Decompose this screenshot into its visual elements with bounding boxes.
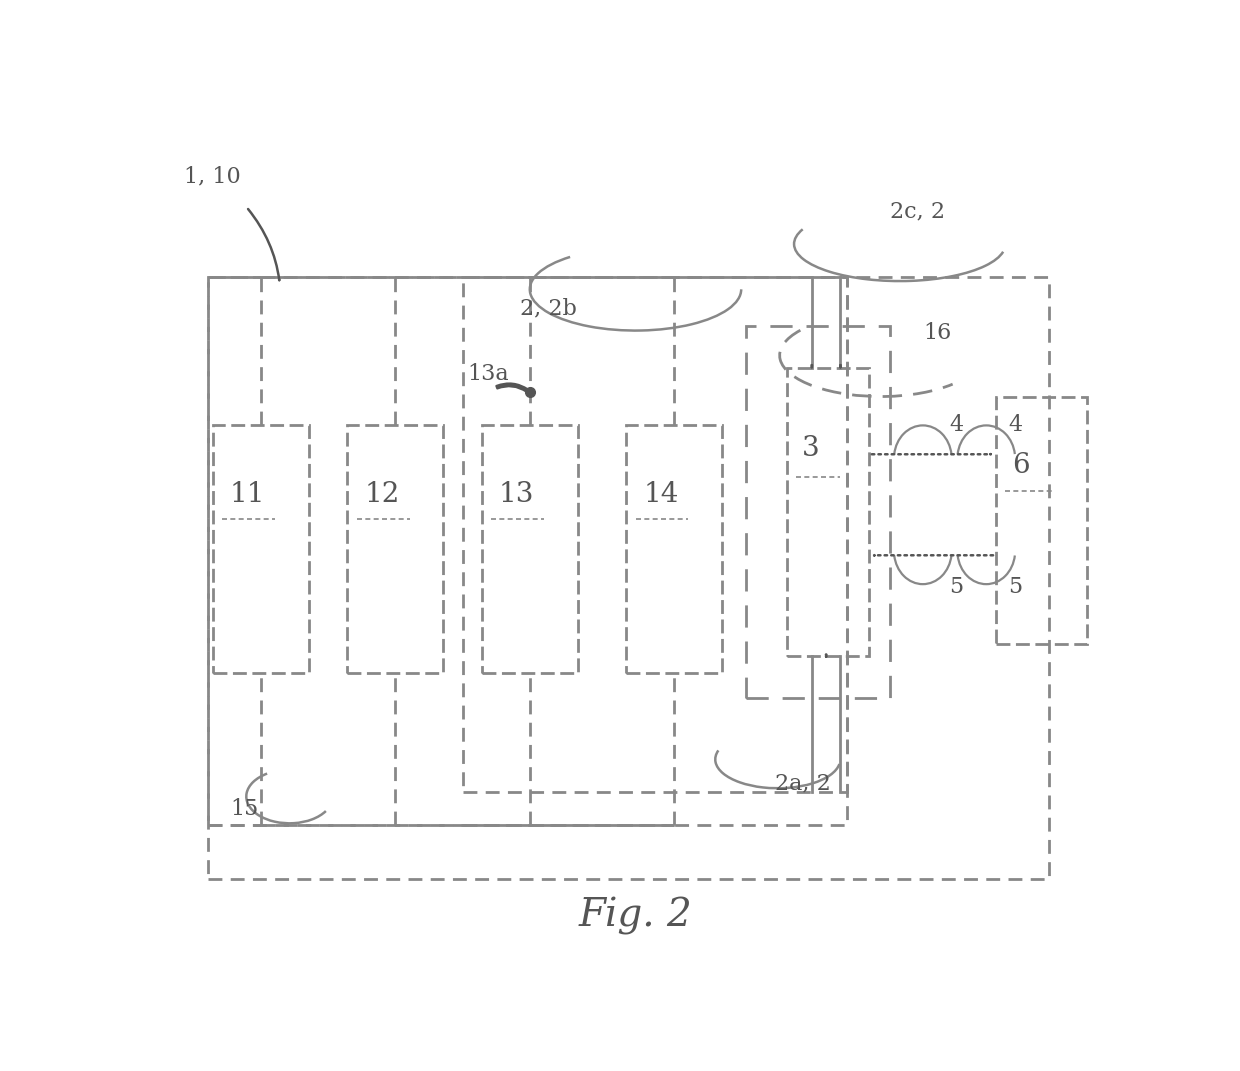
Text: 5: 5 xyxy=(1008,575,1022,598)
Text: 4: 4 xyxy=(1008,414,1022,436)
Text: 13: 13 xyxy=(498,481,534,508)
Text: 1, 10: 1, 10 xyxy=(184,165,241,187)
Text: 16: 16 xyxy=(924,321,952,344)
Text: 6: 6 xyxy=(1012,452,1030,480)
Text: 14: 14 xyxy=(644,481,678,508)
Text: 15: 15 xyxy=(229,798,258,819)
Text: 4: 4 xyxy=(950,414,963,436)
Text: 2a, 2: 2a, 2 xyxy=(775,773,831,795)
Text: 2, 2b: 2, 2b xyxy=(521,297,577,319)
Text: 2c, 2: 2c, 2 xyxy=(890,200,945,223)
Text: 5: 5 xyxy=(950,575,963,598)
Text: Fig. 2: Fig. 2 xyxy=(579,897,692,935)
Text: 13a: 13a xyxy=(467,363,508,386)
Text: 3: 3 xyxy=(802,435,820,462)
Text: 12: 12 xyxy=(365,481,399,508)
Text: 11: 11 xyxy=(229,481,265,508)
